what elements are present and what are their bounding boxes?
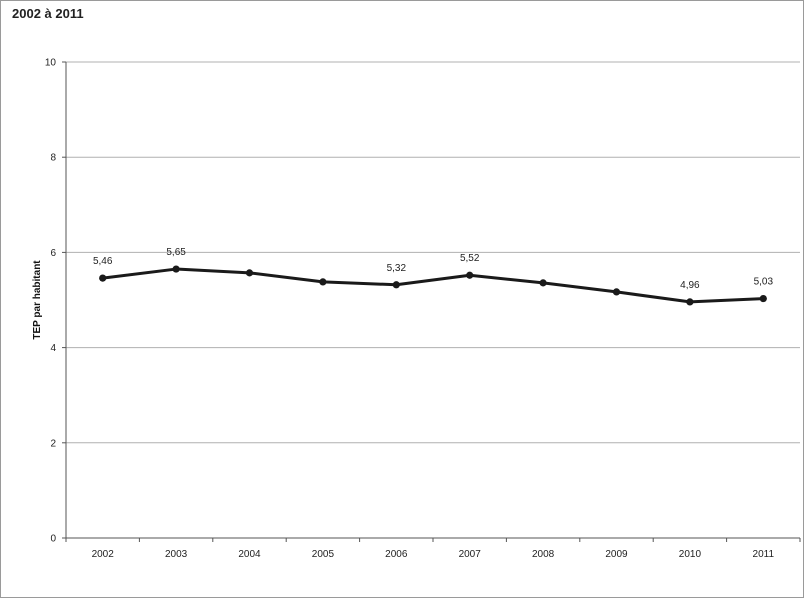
data-point xyxy=(612,288,621,296)
chart-title: 2002 à 2011 xyxy=(12,6,84,21)
data-point xyxy=(319,278,327,286)
y-tick-label: 2 xyxy=(50,438,56,449)
data-label: 4,96 xyxy=(680,280,700,291)
series-line xyxy=(101,267,765,304)
data-point xyxy=(392,281,400,289)
x-tick-label: 2006 xyxy=(385,549,408,560)
y-tick-label: 0 xyxy=(50,534,56,545)
x-tick-label: 2011 xyxy=(753,549,775,560)
data-label: 5,46 xyxy=(93,256,113,267)
data-label: 5,65 xyxy=(166,247,186,258)
data-point xyxy=(172,265,180,273)
y-tick-label: 6 xyxy=(50,248,56,259)
x-tick-label: 2004 xyxy=(238,549,261,560)
y-tick-label: 8 xyxy=(50,153,56,164)
y-axis-title: TEP par habitant xyxy=(32,260,43,340)
data-point xyxy=(686,298,694,306)
data-point xyxy=(539,279,547,287)
data-point xyxy=(99,274,107,282)
x-tick-label: 2007 xyxy=(459,549,482,560)
x-tick-label: 2002 xyxy=(92,549,115,560)
data-label: 5,03 xyxy=(754,277,774,288)
x-tick-label: 2003 xyxy=(165,549,188,560)
data-point xyxy=(245,269,254,277)
y-tick-label: 4 xyxy=(50,343,56,354)
data-point xyxy=(466,271,474,279)
data-label: 5,52 xyxy=(460,253,480,264)
x-tick-label: 2009 xyxy=(605,549,628,560)
y-tick-label: 10 xyxy=(45,58,57,69)
x-tick-label: 2010 xyxy=(679,549,702,560)
data-point xyxy=(759,294,767,303)
data-label: 5,32 xyxy=(387,263,407,274)
x-tick-label: 2008 xyxy=(532,549,555,560)
x-tick-label: 2005 xyxy=(312,549,335,560)
